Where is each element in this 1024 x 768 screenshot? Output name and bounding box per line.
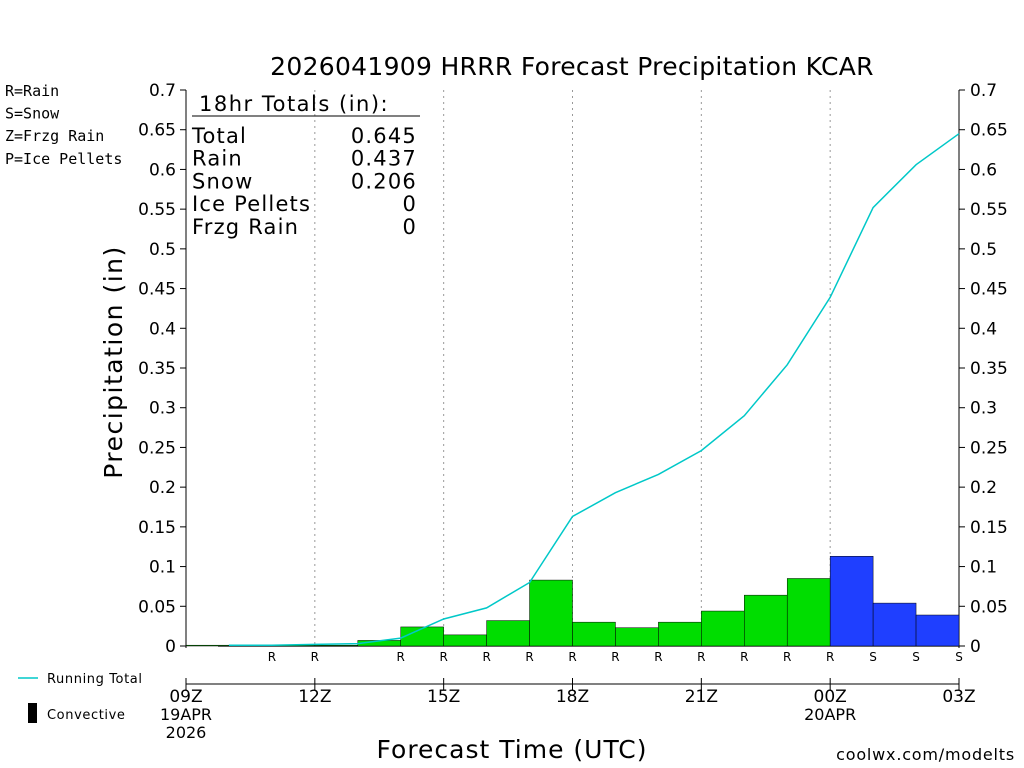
totals-row-label: Rain [192,147,243,171]
x-tick-sublabel: 2026 [166,723,207,742]
y-tick-label-right: 0.35 [970,359,1008,379]
running-total-line [228,133,960,646]
y-axis-title: Precipitation (in) [99,245,128,479]
y-tick-label-left: 0.45 [138,280,176,300]
y-tick-label-right: 0.6 [970,160,997,180]
y-tick-label-left: 0.25 [138,438,176,458]
precip-type-marker: R [654,650,662,664]
x-tick-label: 12Z [298,687,331,707]
x-axis-title: Forecast Time (UTC) [377,735,648,764]
y-tick-label-left: 0.3 [149,399,176,419]
precip-type-marker: S [869,650,877,664]
y-tick-label-left: 0.05 [138,597,176,617]
totals-row-value: 0.645 [351,124,417,148]
snow-bar [829,555,874,647]
precip-type-marker: R [439,650,447,664]
x-tick-label: 09Z [169,687,202,707]
type-legend-item: R=Rain [5,82,59,100]
rain-bar [400,626,444,647]
x-tick-label: 21Z [685,687,718,707]
precip-type-marker: S [912,650,920,664]
y-tick-label-left: 0.65 [138,121,176,141]
precip-type-marker: R [826,650,834,664]
y-tick-label-left: 0.6 [149,160,176,180]
snow-bar [915,614,960,647]
totals-row-label: Snow [192,169,253,193]
y-tick-label-left: 0.4 [149,319,176,339]
totals-row-value: 0 [402,192,417,216]
rain-bar [744,594,788,647]
x-tick-label: 03Z [942,687,975,707]
totals-row-label: Total [191,124,247,148]
x-tick-label: 00Z [814,687,847,707]
totals-header: 18hr Totals (in): [199,92,389,116]
y-tick-label-left: 0.55 [138,200,176,220]
running-total-legend-label: Running Total [47,672,143,687]
precip-type-marker: R [525,650,533,664]
rain-bar [529,579,573,647]
rain-bar [486,620,530,647]
credit-text: coolwx.com/modelts [836,745,1015,764]
y-tick-label-right: 0.7 [970,81,997,101]
snow-bar [872,602,917,647]
y-tick-label-right: 0.15 [970,518,1008,538]
rain-bar [443,634,487,647]
y-tick-label-right: 0.3 [970,399,997,419]
x-tick-label: 15Z [427,687,460,707]
y-tick-label-left: 0.2 [149,478,176,498]
totals-row-value: 0.206 [351,169,417,193]
type-legend-item: Z=Frzg Rain [5,127,104,145]
precip-type-marker: R [482,650,490,664]
y-tick-label-right: 0.2 [970,478,997,498]
y-tick-label-left: 0.5 [149,240,176,260]
totals-row-label: Ice Pellets [192,192,311,216]
y-tick-label-right: 0.25 [970,438,1008,458]
rain-bar [314,644,359,647]
y-tick-label-right: 0.1 [970,558,997,578]
y-tick-label-left: 0.15 [138,518,176,538]
chart-title: 2026041909 HRRR Forecast Precipitation K… [270,52,874,81]
precip-type-marker: R [740,650,748,664]
y-tick-label-left: 0.1 [149,558,176,578]
precip-type-marker: R [783,650,791,664]
precip-type-marker: R [268,650,276,664]
y-tick-label-left: 0.7 [149,81,176,101]
y-tick-label-right: 0.05 [970,597,1008,617]
y-tick-label-right: 0 [970,637,981,657]
totals-row-label: Frzg Rain [192,215,299,239]
type-legend-item: P=Ice Pellets [5,150,122,168]
y-tick-label-right: 0.5 [970,240,997,260]
precip-type-marker: R [397,650,405,664]
convective-legend-swatch [28,703,37,723]
y-tick-label-left: 0 [165,637,176,657]
x-tick-sublabel: 20APR [804,705,856,724]
precip-type-marker: R [611,650,619,664]
x-tick-sublabel: 19APR [160,705,212,724]
precip-type-marker: R [697,650,705,664]
x-tick-label: 18Z [556,687,589,707]
precip-type-marker: S [955,650,963,664]
totals-row-value: 0.437 [351,147,417,171]
rain-bar [701,610,745,647]
y-tick-label-right: 0.4 [970,319,997,339]
totals-row-value: 0 [402,215,417,239]
precip-type-marker: R [311,650,319,664]
y-tick-label-right: 0.55 [970,200,1008,220]
y-tick-label-right: 0.65 [970,121,1008,141]
type-legend-item: S=Snow [5,105,60,123]
precip-type-marker: R [568,650,576,664]
y-tick-label-left: 0.35 [138,359,176,379]
rain-bar [786,578,831,647]
rain-bar [615,627,659,647]
rain-bar [658,621,702,647]
y-tick-label-right: 0.45 [970,280,1008,300]
rain-bar [572,621,616,647]
rain-bar [185,644,230,647]
convective-legend-label: Convective [47,708,126,723]
